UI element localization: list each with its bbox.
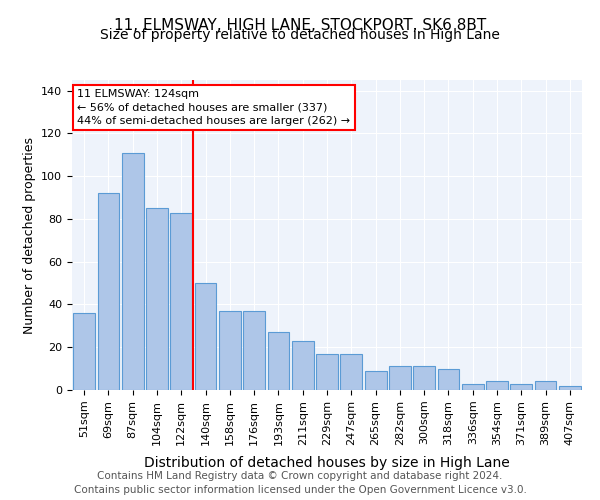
Bar — [340, 354, 362, 390]
Bar — [194, 283, 217, 390]
Bar — [413, 366, 435, 390]
Bar — [316, 354, 338, 390]
Bar — [268, 332, 289, 390]
Y-axis label: Number of detached properties: Number of detached properties — [23, 136, 35, 334]
Bar — [170, 212, 192, 390]
Text: 11, ELMSWAY, HIGH LANE, STOCKPORT, SK6 8BT: 11, ELMSWAY, HIGH LANE, STOCKPORT, SK6 8… — [114, 18, 486, 32]
Bar — [486, 382, 508, 390]
Bar — [243, 311, 265, 390]
Text: Size of property relative to detached houses in High Lane: Size of property relative to detached ho… — [100, 28, 500, 42]
X-axis label: Distribution of detached houses by size in High Lane: Distribution of detached houses by size … — [144, 456, 510, 470]
Bar — [122, 152, 143, 390]
Bar — [462, 384, 484, 390]
Bar — [73, 313, 95, 390]
Text: Contains HM Land Registry data © Crown copyright and database right 2024.
Contai: Contains HM Land Registry data © Crown c… — [74, 471, 526, 495]
Bar — [365, 371, 386, 390]
Bar — [146, 208, 168, 390]
Bar — [389, 366, 411, 390]
Bar — [535, 382, 556, 390]
Bar — [437, 368, 460, 390]
Bar — [559, 386, 581, 390]
Bar — [97, 194, 119, 390]
Bar — [292, 341, 314, 390]
Bar — [219, 311, 241, 390]
Text: 11 ELMSWAY: 124sqm
← 56% of detached houses are smaller (337)
44% of semi-detach: 11 ELMSWAY: 124sqm ← 56% of detached hou… — [77, 90, 350, 126]
Bar — [511, 384, 532, 390]
